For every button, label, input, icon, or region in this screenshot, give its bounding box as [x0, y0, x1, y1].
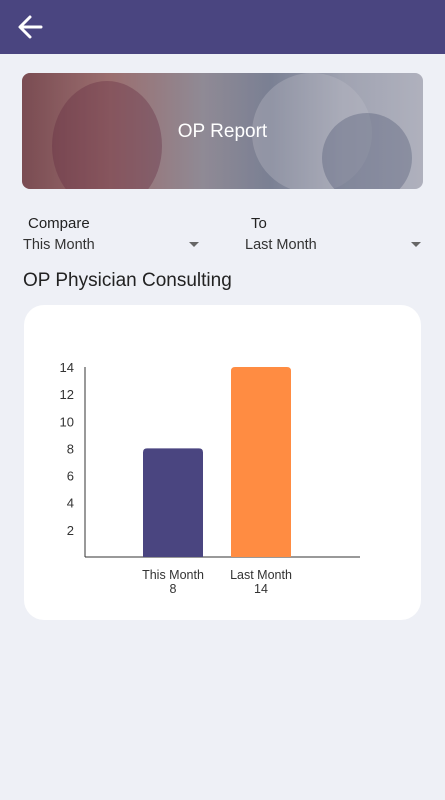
compare-to-dropdown[interactable]: Last Month: [245, 237, 317, 253]
app-bar: [0, 0, 445, 54]
compare-to-caret-icon[interactable]: [411, 242, 421, 247]
banner-image-doctor: [252, 73, 372, 189]
bar-last-month: [231, 367, 291, 557]
compare-from-caret-icon[interactable]: [189, 242, 199, 247]
y-tick-label: 4: [67, 496, 74, 511]
compare-label: Compare: [28, 215, 90, 232]
arrow-left-icon: [18, 15, 43, 39]
bar-value-label: 8: [170, 582, 177, 596]
back-button[interactable]: [12, 9, 48, 45]
section-title: OP Physician Consulting: [23, 270, 232, 291]
y-tick-label: 12: [60, 387, 74, 402]
bar-value-label: 14: [254, 582, 268, 596]
y-tick-label: 10: [60, 414, 74, 429]
banner-title: OP Report: [177, 121, 268, 142]
bar-this-month: [143, 448, 203, 557]
report-banner: OP Report: [22, 73, 423, 189]
x-category-label: Last Month: [230, 568, 292, 582]
banner-image-background: [322, 113, 412, 189]
y-tick-label: 8: [67, 441, 74, 456]
y-tick-label: 14: [60, 360, 74, 375]
x-category-label: This Month: [142, 568, 204, 582]
chart-card: 2 4 6 8 10 12 14 This Month 8 Last Month 14: [24, 305, 421, 620]
y-tick-label: 6: [67, 469, 74, 484]
y-tick-label: 2: [67, 523, 74, 538]
to-label: To: [251, 215, 267, 232]
banner-image-patient: [52, 81, 162, 189]
compare-from-dropdown[interactable]: This Month: [23, 237, 95, 253]
